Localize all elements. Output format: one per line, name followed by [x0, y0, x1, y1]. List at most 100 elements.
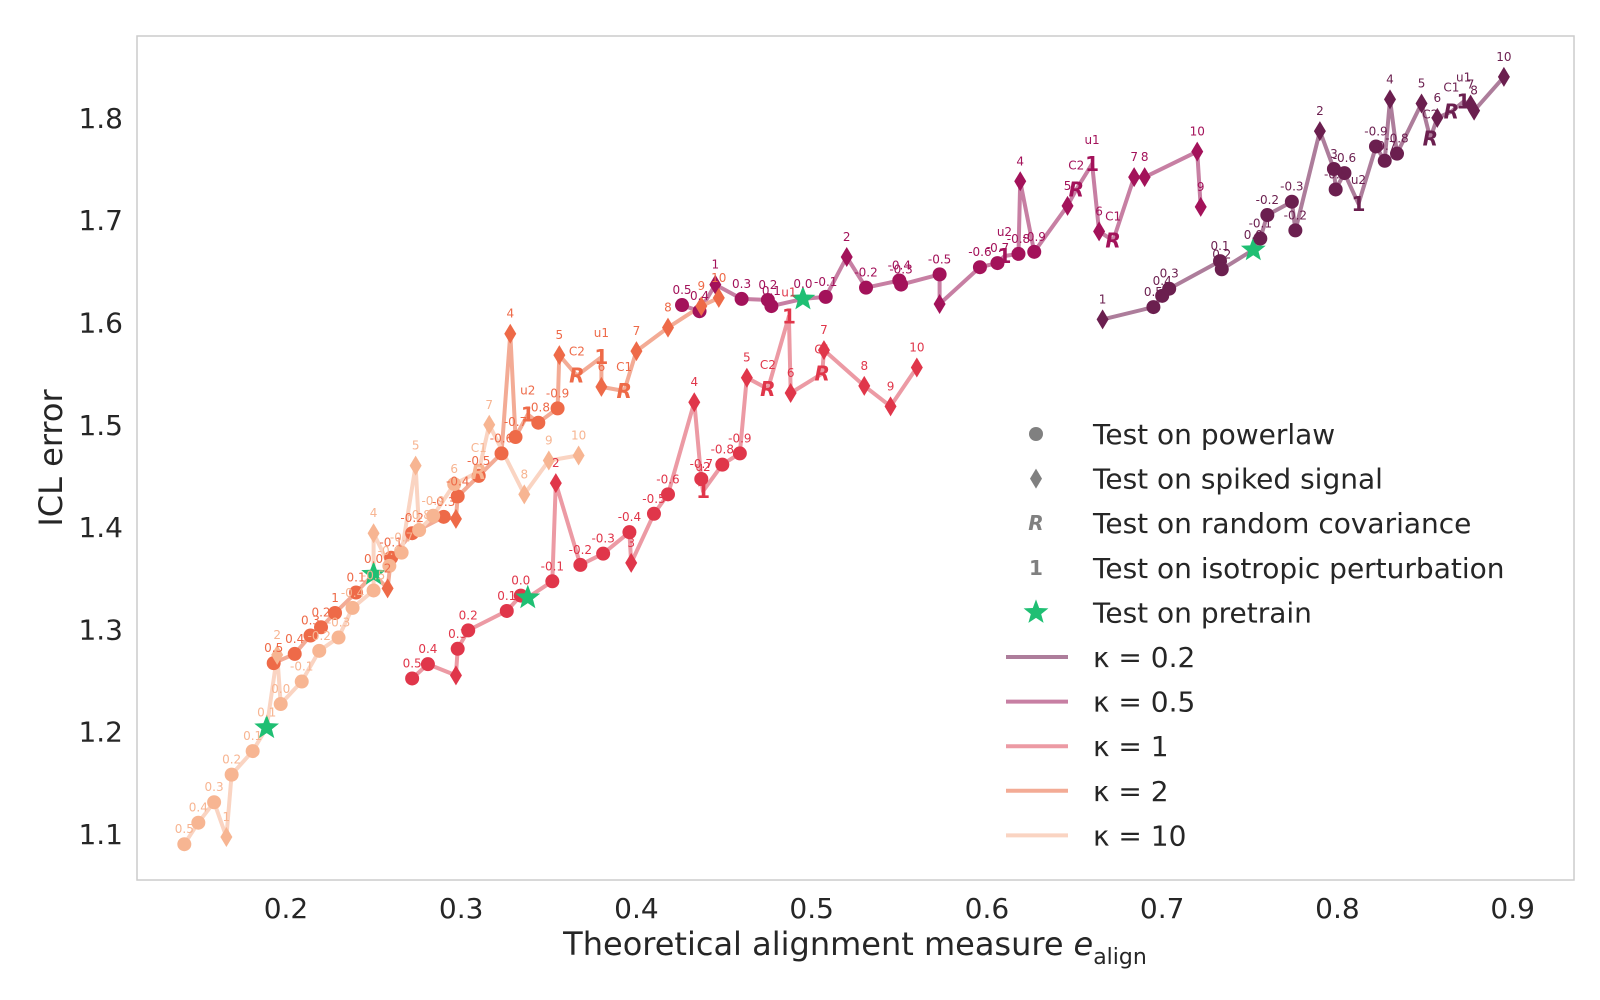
y-axis-label: ICL error: [32, 389, 70, 527]
point-label: -0.7: [690, 457, 713, 471]
point-spiked-3-11: [449, 508, 462, 529]
point-label: 4: [690, 375, 698, 389]
point-random-cov-1-24: R: [1105, 229, 1120, 253]
legend-marker-0: [1029, 427, 1043, 441]
y-tick-label: 1.3: [78, 613, 123, 646]
y-tick-label: 1.2: [78, 716, 123, 749]
point-powerlaw-3-16: [508, 430, 523, 445]
point-label: C1: [814, 343, 830, 357]
point-label: -0.9: [546, 386, 569, 400]
point-powerlaw-0-3: [1162, 281, 1177, 296]
point-label: 4: [370, 506, 378, 520]
point-random-cov-0-21: R: [1423, 126, 1438, 150]
x-tick-label: 0.3: [439, 892, 484, 925]
point-spiked-1-8: [840, 246, 853, 267]
point-spiked-1-23: [1093, 221, 1106, 242]
point-label: 0.4: [1153, 274, 1172, 288]
point-label: 0.0: [1244, 228, 1263, 242]
point-powerlaw-4-4: [224, 767, 239, 782]
point-powerlaw-3-18: [531, 415, 546, 430]
point-pretrain-4-6: [254, 714, 279, 739]
point-powerlaw-4-11: [331, 630, 346, 645]
point-label: -0.8: [1385, 132, 1408, 146]
point-spiked-2-29: [910, 357, 923, 378]
point-label: 5: [1418, 77, 1426, 91]
point-powerlaw-2-3: [450, 641, 465, 656]
point-label: -0.3: [1280, 180, 1303, 194]
point-label: 6: [787, 366, 795, 380]
point-label: 5: [412, 439, 420, 453]
point-label: 3: [452, 492, 460, 506]
point-label: -0.5: [928, 252, 951, 266]
point-label: 4: [506, 307, 514, 321]
point-label: 0.0: [271, 682, 290, 696]
point-label: 0.2: [222, 753, 241, 767]
point-label: -0.3: [591, 532, 614, 546]
point-label: 1: [331, 591, 339, 605]
point-powerlaw-4-15: [382, 558, 397, 573]
point-label: u1: [1084, 133, 1099, 147]
point-label: 2: [843, 230, 851, 244]
point-label: -0.6: [656, 472, 679, 486]
point-powerlaw-4-18: [412, 523, 427, 538]
x-ticks: 0.2 0.3 0.4 0.5 0.6 0.7 0.8 0.9: [264, 892, 1535, 925]
point-label: C1: [1105, 210, 1121, 224]
y-ticks: 1.1 1.2 1.3 1.4 1.5 1.6 1.7 1.8: [78, 102, 123, 851]
point-label: 4: [1016, 154, 1024, 168]
point-powerlaw-4-1: [191, 815, 206, 830]
point-spiked-0-0: [1096, 309, 1109, 330]
point-label: 5: [556, 328, 564, 342]
point-isotropic-0-15: 1: [1351, 192, 1365, 216]
point-powerlaw-0-5: [1214, 262, 1229, 277]
x-axis-label: Theoretical alignment measure ealign: [562, 925, 1147, 970]
point-random-cov-3-21: R: [569, 364, 584, 388]
point-spiked-1-13: [933, 294, 946, 315]
point-label: -0.3: [889, 263, 912, 277]
point-label: u2: [997, 225, 1012, 239]
point-isotropic-2-18: 1: [696, 479, 710, 503]
point-powerlaw-4-5: [245, 744, 260, 759]
point-random-cov-2-25: R: [815, 362, 830, 386]
point-label: 0.1: [243, 729, 262, 743]
point-label: 8: [520, 467, 528, 481]
point-powerlaw-0-8: [1260, 208, 1275, 223]
point-spiked-2-27: [858, 375, 871, 396]
point-labels: 10.50.40.30.10.20.0-0.1-0.2-0.3-0.223-0.…: [175, 50, 1512, 836]
point-label: 0.2: [1212, 247, 1231, 261]
point-spiked-3-27: [695, 296, 708, 317]
point-label: -0.2: [308, 629, 331, 643]
point-powerlaw-4-9: [294, 674, 309, 689]
point-label: 0.3: [732, 277, 751, 291]
point-label: C1: [1443, 81, 1459, 95]
point-spiked-3-20: [553, 345, 566, 366]
point-pretrain-2-7: [515, 584, 541, 609]
point-powerlaw-3-14: [494, 446, 509, 461]
y-tick-label: 1.5: [78, 409, 123, 442]
point-label: -0.3: [327, 616, 350, 630]
point-spiked-3-26: [661, 317, 674, 338]
point-powerlaw-0-13: [1328, 182, 1343, 197]
point-label: 0.5: [264, 641, 283, 655]
y-tick-label: 1.1: [78, 818, 123, 851]
point-powerlaw-0-9: [1284, 194, 1299, 209]
point-label: 8: [860, 359, 868, 373]
point-spiked-1-20: [1061, 195, 1074, 216]
point-label: -0.4: [888, 259, 911, 273]
point-powerlaw-0-19: [1390, 146, 1405, 161]
point-powerlaw-1-17: [1011, 246, 1026, 261]
legend-series-label: κ = 1: [1093, 730, 1169, 763]
x-tick-label: 0.2: [264, 892, 309, 925]
point-powerlaw-2-17: [694, 471, 709, 486]
point-powerlaw-2-10: [573, 557, 588, 572]
point-label: 9: [545, 434, 553, 448]
x-tick-label: 0.8: [1315, 892, 1360, 925]
point-label: C2: [1422, 107, 1438, 121]
point-powerlaw-2-20: [732, 446, 747, 461]
point-powerlaw-3-1: [287, 646, 302, 661]
point-label: C1: [471, 441, 487, 455]
point-label: 6: [1095, 204, 1103, 218]
point-label: C2: [1068, 158, 1084, 172]
point-label: 0.1: [347, 571, 366, 585]
point-powerlaw-1-5: [764, 299, 779, 314]
point-powerlaw-3-3: [314, 620, 329, 635]
